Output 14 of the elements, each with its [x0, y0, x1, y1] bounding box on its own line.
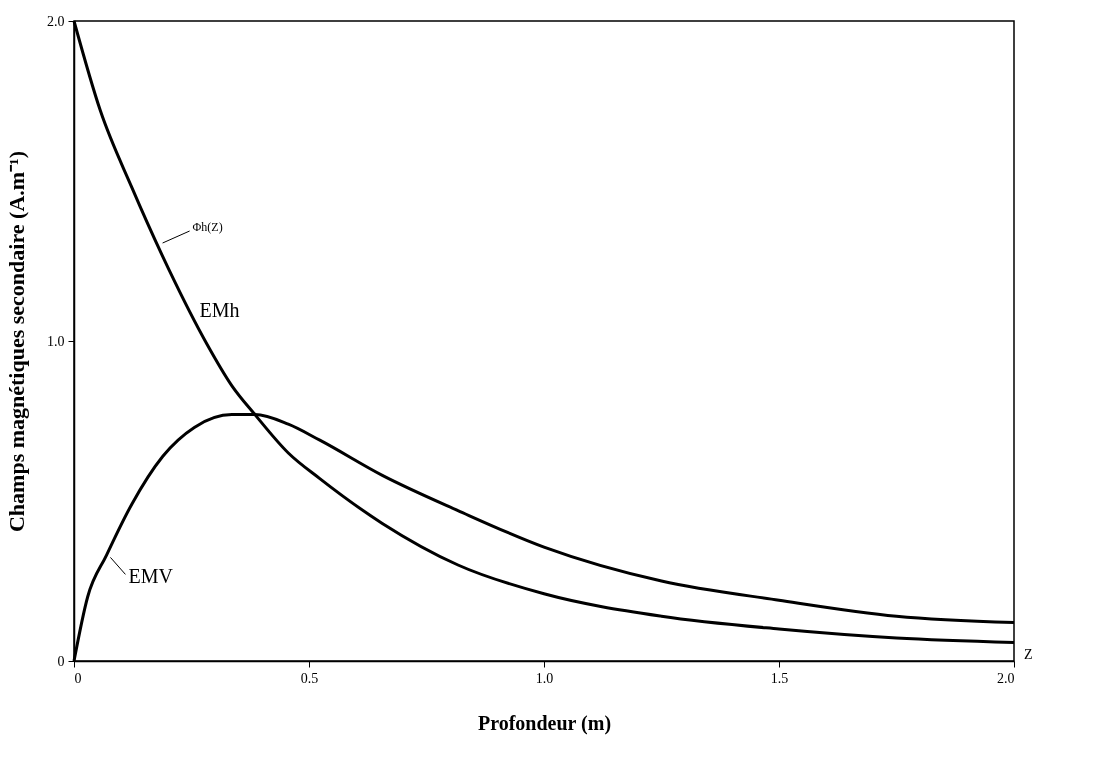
y-tick-label: 2.0 [47, 13, 65, 29]
x-axis-title: Profondeur (m) [477, 711, 612, 735]
series-label: EMh [199, 298, 240, 321]
x-tick-label: 0.5 [300, 670, 319, 686]
x-tick-label: 0 [74, 670, 82, 686]
x-tick-label: 1.0 [535, 670, 554, 686]
annotation: Φh(Z) [192, 220, 223, 234]
x-tick-label: 1.5 [770, 670, 789, 686]
x-tick-label: 2.0 [997, 670, 1015, 686]
text: Z [1024, 647, 1033, 662]
y-tick-label: 0 [57, 653, 65, 669]
y-tick-label: 1.0 [47, 333, 65, 349]
legend-label: EMV [128, 565, 174, 588]
y-axis-title: Champs magnétiques secondaire (A.m⁻¹) [4, 150, 29, 533]
